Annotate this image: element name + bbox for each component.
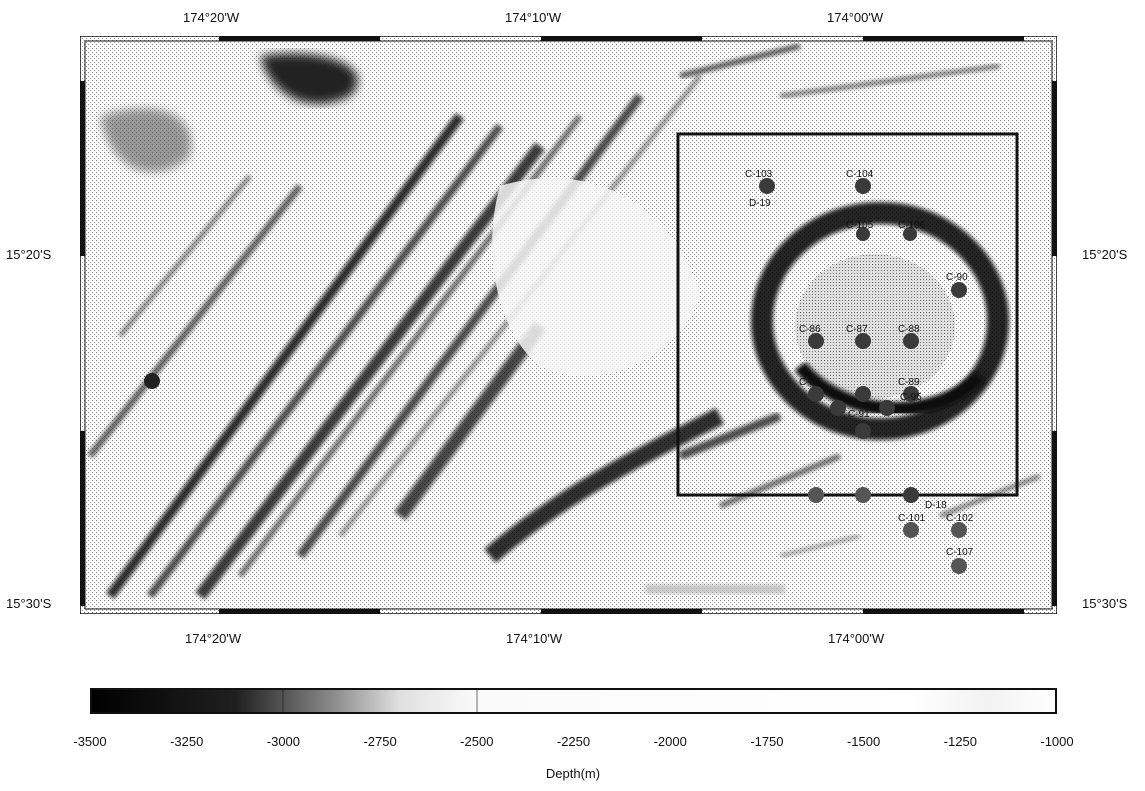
depth-colorbar [90,688,1057,714]
station-c-88 [903,333,919,349]
lon-label-bottom-2: 174°10'W [506,631,563,646]
station-label-c-102: C-102 [946,513,974,524]
lat-label-left-1: 15°20'S [6,247,52,262]
station-label-c-95: C-95 [900,392,922,403]
station-label-c-90: C-90 [946,272,968,283]
colorbar-tick-label: -3250 [170,734,204,749]
station-c-102 [951,522,967,538]
station-extra-4 [855,487,871,503]
station-c-85 [808,386,824,402]
station-label-c-101: C-101 [898,513,926,524]
station-extra-2 [855,423,871,439]
station-c-95 [855,386,871,402]
colorbar-tick-label: -2750 [363,734,397,749]
station-extra-1 [879,400,895,416]
station-label-c-87: C-87 [846,324,868,335]
station-label-c-106: C-106 [898,220,926,231]
station-label-c-86: C-86 [799,324,821,335]
station-c-103 [759,178,775,194]
lon-label-top-2: 174°10'W [505,10,562,25]
colorbar-tick-label: -3000 [266,734,301,749]
station-c-104 [855,178,871,194]
station-label-c-103: C-103 [745,169,773,180]
station-c-105 [856,227,870,241]
station-c-86 [808,333,824,349]
study-area-box [676,132,1019,497]
colorbar-tick-label: -1750 [750,734,784,749]
lat-label-left-2: 15°30'S [6,596,52,611]
map-frame-scale [80,36,1057,614]
station-extra-3 [808,487,824,503]
station-sub-d-19: D-19 [749,198,771,209]
colorbar-tick-label: -2000 [653,734,687,749]
colorbar-tick-label: -3500 [73,734,107,749]
lon-label-bottom-3: 174°00'W [828,631,885,646]
colorbar-tick-label: -1500 [846,734,881,749]
colorbar-tick-label: -1000 [1040,734,1074,749]
station-sub-d-18: D-18 [925,500,947,511]
station-c-107 [951,558,967,574]
station-label-c-89: C-89 [898,377,920,388]
station-label-c-85: C-85 [799,377,821,388]
colorbar-tick-label: -1250 [943,734,977,749]
station-markers: C-103 D-19 C-104 C-105 C-106 C-90 C-86 C… [745,169,974,574]
lon-label-top-1: 174°20'W [183,10,240,25]
colorbar-title: Depth(m) [545,766,601,781]
station-c-106 [903,227,917,241]
lat-label-right-2: 15°30'S [1082,596,1128,611]
bathymetry-map: C-103 D-19 C-104 C-105 C-106 C-90 C-86 C… [80,36,1057,614]
station-label-c-88: C-88 [898,324,920,335]
station-c-87 [855,333,871,349]
colorbar-tick-label: -2250 [556,734,591,749]
station-label-c-104: C-104 [846,169,874,180]
station-c-89 [903,386,919,402]
lon-label-bottom-1: 174°20'W [185,631,242,646]
station-label-c-107: C-107 [946,547,974,558]
station-label-c-105: C-105 [846,220,874,231]
station-c-91 [830,400,846,416]
station-extra-5 [903,487,919,503]
station-c-101 [903,522,919,538]
lat-label-right-1: 15°20'S [1082,247,1128,262]
lon-label-top-3: 174°00'W [827,10,884,25]
station-label-c-91: C-91 [848,409,870,420]
relief-shading [87,43,1041,600]
colorbar-tick-label: -2500 [460,734,494,749]
station-c-90 [951,282,967,298]
